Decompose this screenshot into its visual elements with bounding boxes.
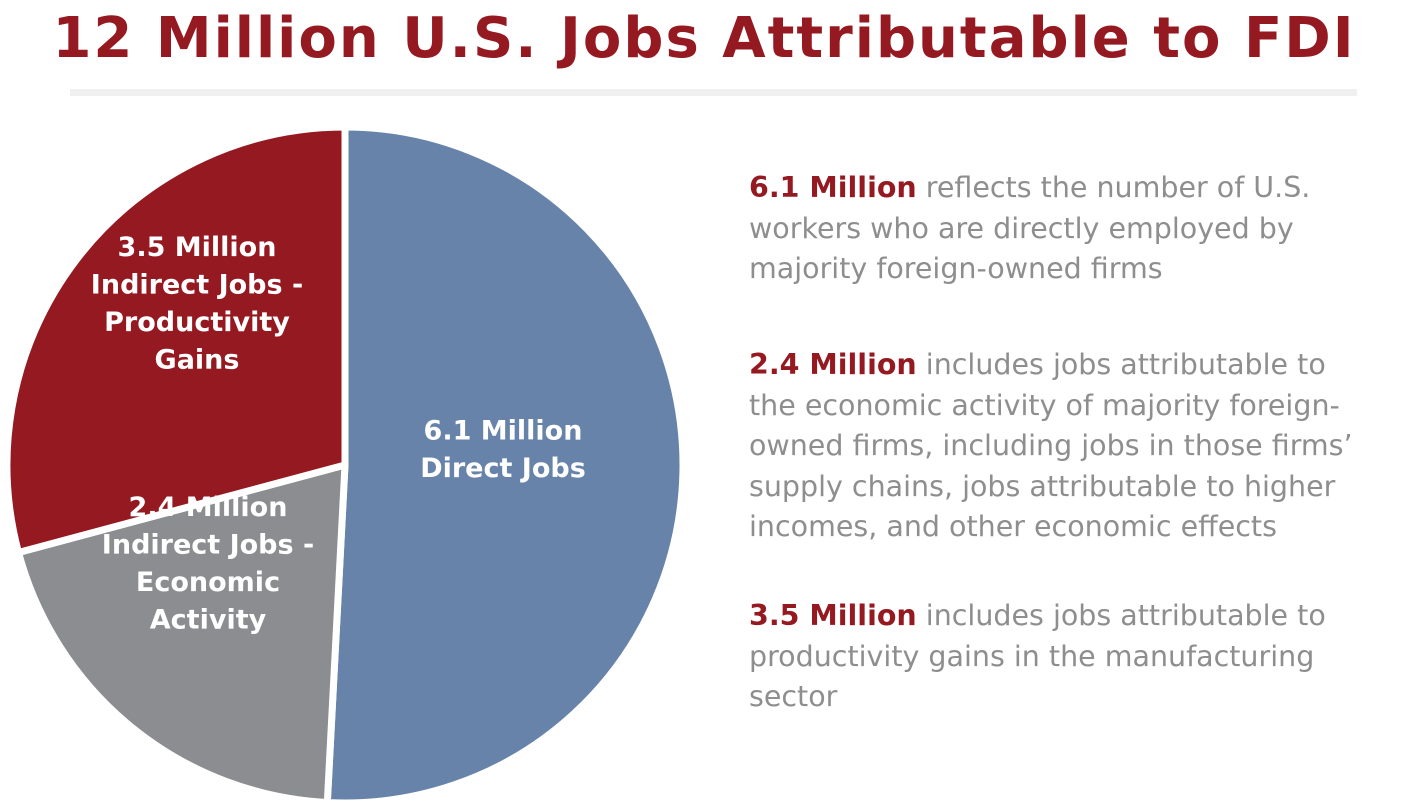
slice-label-line: 6.1 Million — [424, 415, 583, 446]
slice-label-line: Indirect Jobs - — [91, 269, 303, 300]
pie-slice-direct-jobs — [323, 123, 687, 807]
description-direct-jobs: 6.1 Million reflects the number of U.S. … — [749, 168, 1399, 290]
chart-title: 12 Million U.S. Jobs Attributable to FDI — [52, 6, 1356, 71]
description-text: owned firms, including jobs in those fir… — [749, 429, 1353, 462]
slice-label-line: 3.5 Million — [118, 232, 277, 263]
slice-label-direct-jobs: 6.1 Million Direct Jobs — [420, 415, 586, 484]
pie-slice-productivity-gains — [3, 123, 349, 556]
description-text: productivity gains in the manufacturing — [749, 639, 1315, 673]
slice-label-line: 2.4 Million — [129, 492, 288, 523]
description-lead: 6.1 Million — [749, 171, 917, 204]
slice-label-line: Economic — [136, 567, 280, 598]
slice-label-line: Productivity — [104, 307, 290, 338]
slice-label-economic-activity: 2.4 Million Indirect Jobs - Economic Activi… — [102, 492, 314, 636]
pie-chart: 6.1 Million Direct Jobs 2.4 Million Indirec… — [3, 123, 687, 807]
description-text: reflects the number of U.S. — [916, 171, 1311, 204]
description-text: workers who are directly employed by — [749, 211, 1294, 245]
pie-slice-economic-activity — [15, 461, 349, 807]
description-text: incomes, and other economic effects — [749, 510, 1277, 543]
description-lead: 3.5 Million — [749, 599, 917, 632]
description-text: sector — [749, 680, 838, 713]
slice-label-line: Activity — [150, 604, 267, 635]
description-text: majority foreign-owned firms — [749, 252, 1163, 285]
description-lead: 2.4 Million — [749, 348, 917, 381]
slice-label-line: Gains — [155, 344, 240, 375]
slice-label-line: Indirect Jobs - — [102, 529, 314, 560]
slice-label-productivity-gains: 3.5 Million Indirect Jobs - Productivity Ga… — [91, 232, 303, 376]
description-text: the economic activity of majority foreig… — [749, 388, 1340, 422]
description-text: includes jobs attributable to — [916, 348, 1326, 381]
description-productivity-gains: 3.5 Million includes jobs attributable t… — [749, 596, 1399, 718]
title-divider — [70, 89, 1357, 96]
description-text: includes jobs attributable to — [916, 599, 1326, 632]
description-economic-activity: 2.4 Million includes jobs attributable t… — [749, 345, 1399, 548]
description-text: supply chains, jobs attributable to high… — [749, 469, 1336, 503]
slice-label-line: Direct Jobs — [420, 453, 586, 484]
